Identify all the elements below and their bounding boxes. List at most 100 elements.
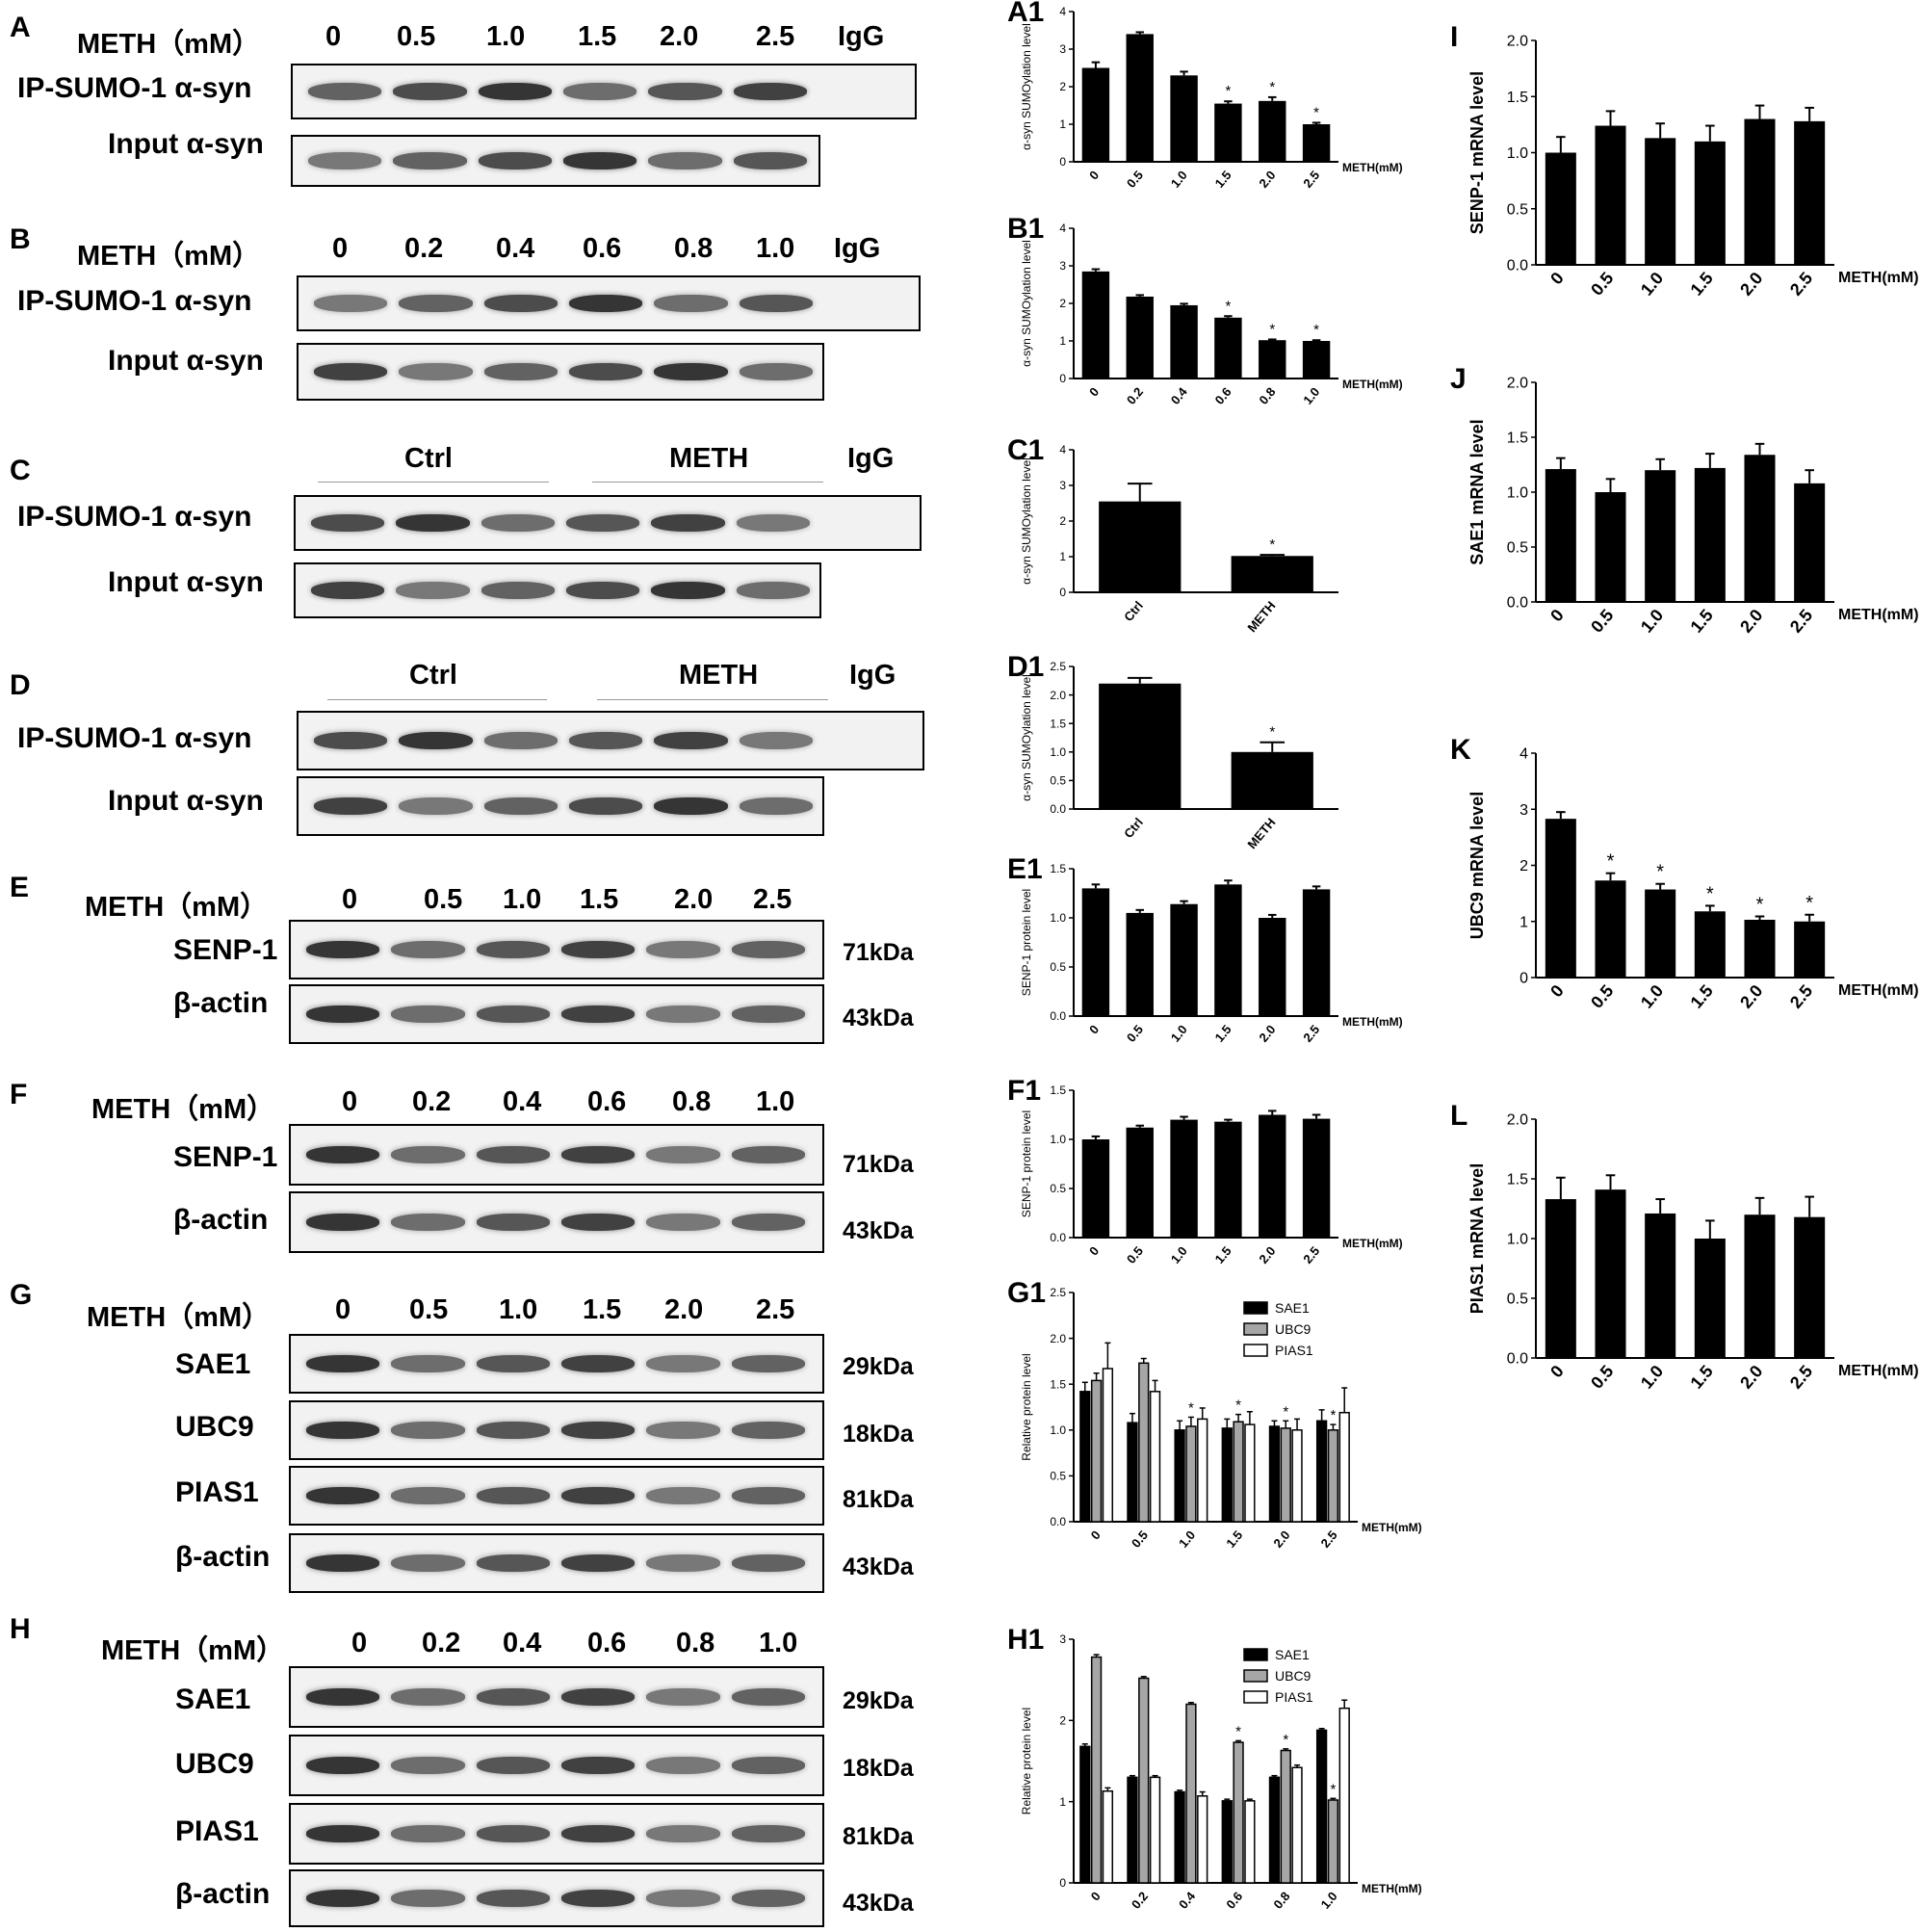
panel-g-row-label-3: PIAS1 — [175, 1476, 259, 1508]
panel-d-meth-underline — [597, 699, 828, 700]
blot-band — [733, 152, 807, 170]
blot-band — [314, 363, 388, 380]
panel-d-row-label-ip: IP-SUMO-1 α-syn — [17, 722, 252, 754]
blot-band — [561, 1355, 636, 1372]
bar — [1545, 819, 1576, 978]
bar-ubc9 — [1233, 1421, 1244, 1523]
bar — [1694, 911, 1726, 978]
y-tick-label: 0.0 — [1050, 1009, 1066, 1023]
x-axis-label: METH(mM) — [1342, 378, 1403, 391]
bar — [1259, 340, 1286, 379]
significance-star: * — [1269, 79, 1275, 95]
y-tick-label: 2 — [1519, 858, 1528, 875]
y-tick-label: 1.5 — [1050, 717, 1066, 730]
panel-f-header-prefix: METH（mM） — [91, 1094, 275, 1125]
y-tick-label: 1.5 — [1507, 90, 1528, 106]
bar — [1081, 271, 1110, 379]
blot-band — [566, 582, 640, 599]
panel-b-lane-2: 0.2 — [404, 233, 444, 264]
bar — [1126, 912, 1154, 1016]
panel-a-lane-6: 2.5 — [756, 21, 795, 52]
blot-band — [480, 582, 555, 599]
x-tick-label: 1.5 — [1686, 606, 1716, 637]
panel-g-row-label-1: SAE1 — [175, 1348, 251, 1380]
x-tick-label: 0 — [1088, 1889, 1104, 1903]
blot-band — [308, 83, 382, 100]
chart-b1: B1 0 1 2 3 4 α-syn SUMOylation level 0 0.2 0.4 0.6… — [1007, 213, 1403, 407]
legend-label: SAE1 — [1275, 1300, 1310, 1316]
x-tick-label: 2.5 — [1786, 981, 1816, 1012]
y-tick-label: 3 — [1059, 259, 1066, 273]
bar — [1794, 483, 1826, 602]
bar-ubc9 — [1233, 1741, 1244, 1884]
x-tick-label: 1.0 — [1637, 981, 1667, 1012]
x-tick-label: Ctrl — [1121, 598, 1146, 624]
bar — [1214, 103, 1242, 162]
bar — [1259, 918, 1286, 1016]
legend-swatch — [1243, 1669, 1268, 1683]
blot-band — [476, 1757, 550, 1774]
y-tick-label: 0 — [1519, 971, 1528, 987]
blot-band — [739, 797, 813, 815]
x-tick-label: METH — [1244, 598, 1278, 635]
panel-f-lane-6: 1.0 — [756, 1086, 795, 1117]
y-tick-label: 1.0 — [1507, 1232, 1528, 1248]
panel-c-group-ctrl: Ctrl — [404, 443, 453, 474]
panel-h-row-label-1: SAE1 — [175, 1684, 251, 1715]
panel-g-kda-2: 18kDa — [843, 1421, 914, 1448]
bar-sae1 — [1127, 1776, 1138, 1884]
y-tick-label: 0.5 — [1507, 201, 1528, 218]
significance-star: * — [1235, 1397, 1241, 1414]
blot-band — [731, 1554, 805, 1572]
legend-label: PIAS1 — [1275, 1343, 1313, 1358]
y-tick-label: 1.5 — [1050, 1377, 1066, 1391]
x-tick-label: 2.5 — [1786, 269, 1816, 300]
y-tick-label: 0.5 — [1507, 540, 1528, 557]
x-tick-label: 1.5 — [1686, 1362, 1716, 1393]
panel-h-kda-1: 29kDa — [843, 1687, 914, 1714]
panel-f-row-label-1: SENP-1 — [173, 1141, 278, 1173]
panel-label-e: E — [10, 872, 30, 903]
blot-band — [731, 1757, 805, 1774]
bar-pias1 — [1102, 1368, 1114, 1523]
panel-d-group-ctrl: Ctrl — [409, 660, 457, 691]
x-tick-label: 0 — [1086, 384, 1102, 399]
significance-star: * — [1805, 893, 1813, 914]
bar-ubc9 — [1185, 1425, 1197, 1523]
blot-band — [646, 1757, 720, 1774]
y-tick-label: 0.5 — [1050, 1470, 1066, 1483]
blot-band — [391, 1146, 465, 1163]
blot-band — [569, 732, 643, 749]
panel-c-row-label-input: Input α-syn — [108, 566, 264, 598]
y-axis-label: PIAS1 mRNA level — [1467, 1163, 1487, 1314]
blot-band — [654, 295, 728, 312]
bar-pias1 — [1244, 1800, 1256, 1884]
blot-band — [399, 295, 473, 312]
bar — [1545, 152, 1576, 265]
y-axis-label: Relative protein level — [1020, 1708, 1033, 1815]
y-tick-label: 0 — [1059, 1876, 1066, 1890]
chart-l: L 0.0 0.5 1.0 1.5 2.0 PIAS1 mRNA level 0 0.5 1.0 1… — [1450, 1100, 1919, 1393]
bar — [1126, 34, 1154, 163]
panel-a-lane-2: 0.5 — [397, 21, 436, 52]
panel-d-blot-ip — [297, 711, 924, 770]
bar-ubc9 — [1327, 1429, 1339, 1523]
blot-band — [646, 1825, 720, 1842]
blot-band — [391, 1355, 465, 1372]
y-tick-label: 0.0 — [1050, 1231, 1066, 1244]
blot-band — [561, 1890, 636, 1907]
blot-band — [648, 152, 722, 170]
y-tick-label: 4 — [1059, 443, 1066, 457]
significance-star: * — [1330, 1781, 1336, 1797]
blot-band — [646, 1214, 720, 1231]
x-tick-label: 1.0 — [1637, 606, 1667, 637]
x-tick-label: 0.5 — [1124, 1022, 1146, 1044]
bar — [1645, 470, 1676, 602]
x-tick-label: 0.5 — [1587, 606, 1617, 637]
blot-band — [393, 83, 467, 100]
bar — [1259, 1114, 1286, 1238]
blot-band — [569, 797, 643, 815]
blot-band — [476, 1422, 550, 1439]
y-axis-label: α-syn SUMOylation level — [1020, 674, 1033, 801]
panel-label-e1: E1 — [1007, 853, 1043, 885]
